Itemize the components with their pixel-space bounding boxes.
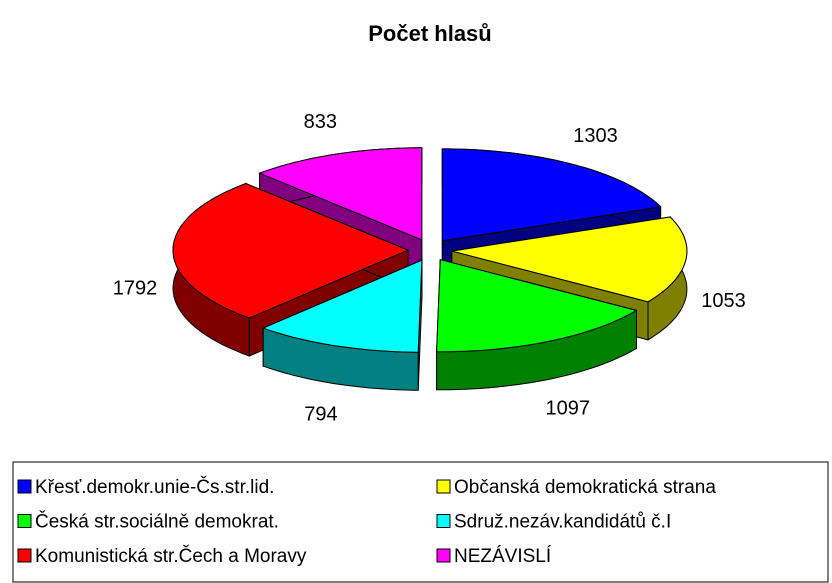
value-label: 794 — [304, 404, 337, 426]
legend-swatch — [17, 514, 32, 528]
legend-swatch — [436, 514, 451, 528]
legend-swatch — [436, 548, 451, 563]
legend-swatch — [436, 479, 451, 494]
chart-title: Počet hlasů — [368, 21, 491, 46]
value-label: 833 — [304, 111, 337, 133]
slice-top — [258, 147, 423, 241]
legend-label: Křesť.demokr.unie-Čs.str.lid. — [35, 476, 274, 498]
legend-label: Občanská demokratická strana — [454, 477, 716, 498]
value-label: 1053 — [701, 290, 746, 312]
legend-label: Česká str.sociálně demokrat. — [35, 511, 279, 533]
legend-swatch — [17, 479, 32, 494]
legend-swatch — [17, 548, 32, 563]
legend-label: Komunistická str.Čech a Moravy — [35, 545, 307, 567]
slice — [436, 259, 638, 391]
value-label: 1097 — [546, 397, 591, 419]
legend-label: Sdruž.nezáv.kandidátů č.I — [454, 512, 671, 533]
slice-top — [436, 259, 638, 353]
slice-top — [441, 148, 662, 242]
legend-box — [12, 461, 829, 583]
value-label: 1792 — [113, 278, 158, 300]
slice-top — [451, 216, 688, 303]
slice-top — [172, 182, 410, 319]
value-label: 1303 — [573, 125, 618, 147]
slice — [261, 259, 423, 391]
slice-top — [261, 259, 423, 353]
legend-label: NEZÁVISLÍ — [454, 546, 552, 567]
